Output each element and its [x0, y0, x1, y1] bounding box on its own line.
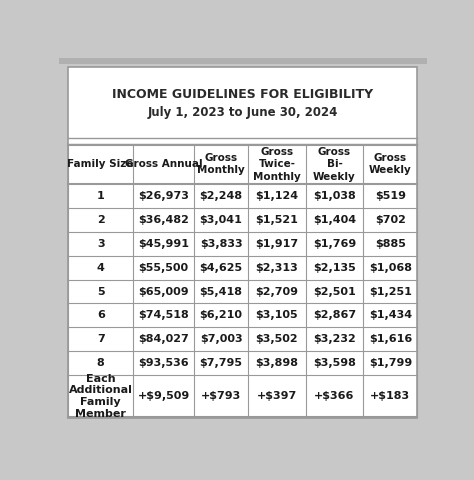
Text: $4,625: $4,625: [200, 263, 243, 273]
Text: 4: 4: [97, 263, 105, 273]
Text: $2,135: $2,135: [313, 263, 356, 273]
Text: $3,833: $3,833: [200, 239, 242, 249]
Text: $45,991: $45,991: [138, 239, 189, 249]
Text: 8: 8: [97, 359, 105, 368]
Text: $6,210: $6,210: [200, 311, 243, 321]
Text: Gross
Weekly: Gross Weekly: [369, 153, 412, 175]
Text: +$366: +$366: [314, 391, 355, 401]
Text: $1,068: $1,068: [369, 263, 412, 273]
Bar: [59, 58, 427, 64]
Text: $7,003: $7,003: [200, 335, 242, 344]
Text: $84,027: $84,027: [138, 335, 189, 344]
Text: July 1, 2023 to June 30, 2024: July 1, 2023 to June 30, 2024: [148, 107, 338, 120]
Text: $3,598: $3,598: [313, 359, 356, 368]
Text: 5: 5: [97, 287, 105, 297]
Text: $26,973: $26,973: [138, 191, 189, 201]
Text: Gross
Twice-
Monthly: Gross Twice- Monthly: [253, 147, 301, 181]
Text: $702: $702: [375, 215, 406, 225]
Text: $1,799: $1,799: [369, 359, 412, 368]
Text: +$397: +$397: [257, 391, 297, 401]
Text: 1: 1: [97, 191, 105, 201]
Text: Gross Annual: Gross Annual: [125, 159, 202, 169]
Text: Gross
Monthly: Gross Monthly: [197, 153, 245, 175]
Text: $1,038: $1,038: [313, 191, 356, 201]
Text: 2: 2: [97, 215, 105, 225]
Text: $1,616: $1,616: [369, 335, 412, 344]
Text: $5,418: $5,418: [200, 287, 243, 297]
Text: $55,500: $55,500: [138, 263, 189, 273]
Text: Each
Additional
Family
Member: Each Additional Family Member: [69, 374, 133, 419]
Text: $2,313: $2,313: [255, 263, 298, 273]
Text: +$793: +$793: [201, 391, 241, 401]
Text: $36,482: $36,482: [138, 215, 189, 225]
Text: +$9,509: +$9,509: [137, 391, 190, 401]
Text: $3,105: $3,105: [255, 311, 298, 321]
Text: $1,769: $1,769: [313, 239, 356, 249]
Text: $3,232: $3,232: [313, 335, 356, 344]
Text: +$183: +$183: [370, 391, 410, 401]
Text: $1,434: $1,434: [369, 311, 412, 321]
Text: $1,124: $1,124: [255, 191, 299, 201]
Text: 6: 6: [97, 311, 105, 321]
Text: Family Size: Family Size: [67, 159, 134, 169]
Text: $2,248: $2,248: [200, 191, 243, 201]
Text: $885: $885: [375, 239, 406, 249]
Text: $3,898: $3,898: [255, 359, 299, 368]
Text: $1,251: $1,251: [369, 287, 412, 297]
Text: $1,404: $1,404: [313, 215, 356, 225]
Text: 7: 7: [97, 335, 105, 344]
Text: $74,518: $74,518: [138, 311, 189, 321]
Text: Gross
Bi-
Weekly: Gross Bi- Weekly: [313, 147, 356, 181]
Text: $2,709: $2,709: [255, 287, 299, 297]
Text: $519: $519: [375, 191, 406, 201]
Text: $7,795: $7,795: [200, 359, 243, 368]
Text: $93,536: $93,536: [138, 359, 189, 368]
Text: INCOME GUIDELINES FOR ELIGIBILITY: INCOME GUIDELINES FOR ELIGIBILITY: [112, 88, 374, 101]
Text: $2,501: $2,501: [313, 287, 356, 297]
Text: $3,502: $3,502: [255, 335, 298, 344]
Text: 3: 3: [97, 239, 105, 249]
Text: $3,041: $3,041: [200, 215, 243, 225]
Text: $1,917: $1,917: [255, 239, 299, 249]
Text: $65,009: $65,009: [138, 287, 189, 297]
Text: $2,867: $2,867: [313, 311, 356, 321]
Text: $1,521: $1,521: [255, 215, 299, 225]
